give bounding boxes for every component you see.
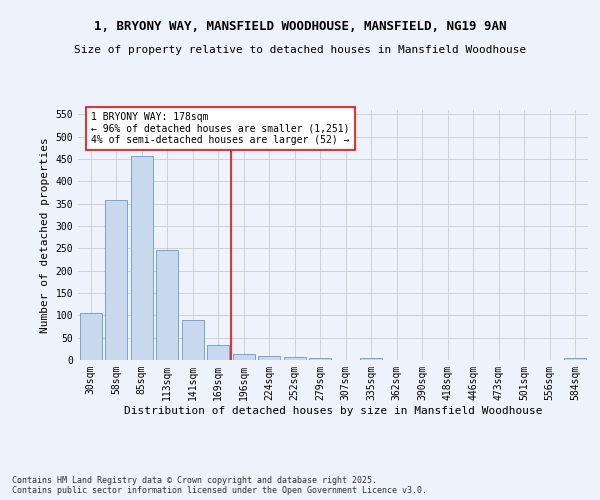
Y-axis label: Number of detached properties: Number of detached properties <box>40 137 50 333</box>
Bar <box>565 358 586 360</box>
Bar <box>106 200 127 360</box>
Bar <box>80 313 101 360</box>
Bar <box>157 250 178 360</box>
Bar <box>233 354 254 360</box>
Bar <box>182 320 203 360</box>
Bar <box>284 358 305 360</box>
Bar <box>208 346 229 360</box>
Text: 1 BRYONY WAY: 178sqm
← 96% of detached houses are smaller (1,251)
4% of semi-det: 1 BRYONY WAY: 178sqm ← 96% of detached h… <box>91 112 350 146</box>
Text: 1, BRYONY WAY, MANSFIELD WOODHOUSE, MANSFIELD, NG19 9AN: 1, BRYONY WAY, MANSFIELD WOODHOUSE, MANS… <box>94 20 506 33</box>
Bar <box>310 358 331 360</box>
Bar <box>131 156 152 360</box>
Text: Contains HM Land Registry data © Crown copyright and database right 2025.
Contai: Contains HM Land Registry data © Crown c… <box>12 476 427 495</box>
Text: Size of property relative to detached houses in Mansfield Woodhouse: Size of property relative to detached ho… <box>74 45 526 55</box>
X-axis label: Distribution of detached houses by size in Mansfield Woodhouse: Distribution of detached houses by size … <box>124 406 542 415</box>
Bar <box>259 356 280 360</box>
Bar <box>361 358 382 360</box>
